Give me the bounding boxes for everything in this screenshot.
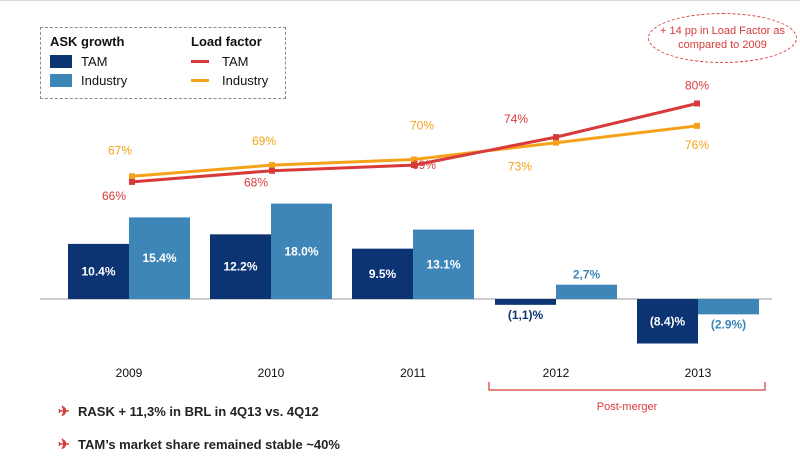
- legend-lf-industry: Industry: [222, 73, 269, 88]
- legend-swatch-tam-bar: [50, 55, 72, 68]
- bar-label-industry-2010: 18.0%: [284, 244, 318, 258]
- plane-icon: ✈: [58, 436, 70, 452]
- bullet-rask: ✈ RASK + 11,3% in BRL in 4Q13 vs. 4Q12: [58, 403, 319, 420]
- line-label-tam-2012: 74%: [504, 112, 528, 126]
- post-merger-label: Post-merger: [597, 401, 658, 413]
- legend-line-tam: [191, 60, 209, 63]
- point-tam-2011: [411, 162, 417, 169]
- point-industry-2012: [553, 139, 559, 146]
- callout-note: + 14 pp in Load Factor as compared to 20…: [648, 13, 797, 63]
- legend-ask-industry: Industry: [81, 73, 128, 88]
- bar-industry-2012: [556, 284, 617, 299]
- legend-swatch-industry-bar: [50, 74, 72, 87]
- x-tick-2010: 2010: [258, 366, 285, 380]
- point-tam-2009: [129, 178, 135, 185]
- bar-tam-2012: [495, 299, 556, 305]
- bar-label-tam-2012: (1,1)%: [508, 308, 544, 322]
- line-label-industry-2009: 67%: [108, 143, 132, 157]
- point-industry-2013: [694, 122, 700, 129]
- bullet-rask-text: RASK + 11,3% in BRL in 4Q13 vs. 4Q12: [78, 404, 319, 419]
- bar-industry-2009: [129, 217, 190, 299]
- bar-label-tam-2009: 10.4%: [81, 264, 115, 278]
- bullet-market-share: ✈ TAM’s market share remained stable ~40…: [58, 436, 340, 453]
- point-industry-2009: [129, 173, 135, 180]
- legend-ask-title: ASK growth: [50, 34, 125, 49]
- line-label-tam-2011: 69%: [412, 158, 436, 172]
- legend: ASK growth TAM Industry Load factor TAM …: [40, 27, 286, 99]
- legend-lf-tam: TAM: [222, 54, 249, 69]
- x-tick-2011: 2011: [400, 366, 426, 380]
- line-label-tam-2013: 80%: [685, 79, 709, 93]
- point-tam-2010: [269, 167, 275, 174]
- bar-label-industry-2013: (2.9%): [711, 317, 746, 331]
- bar-tam-2011: [352, 248, 413, 299]
- line-label-tam-2009: 66%: [102, 189, 126, 203]
- top-divider: [0, 0, 800, 1]
- bar-label-industry-2009: 15.4%: [142, 251, 176, 265]
- post-merger-bracket: [488, 382, 766, 391]
- bar-label-tam-2013: (8.4)%: [650, 314, 686, 328]
- bar-tam-2009: [68, 243, 129, 299]
- legend-ask-tam: TAM: [81, 54, 108, 69]
- plane-icon: ✈: [58, 403, 70, 419]
- bar-label-tam-2011: 9.5%: [369, 267, 397, 281]
- x-tick-2012: 2012: [543, 366, 570, 380]
- bar-label-industry-2011: 13.1%: [426, 257, 460, 271]
- point-tam-2012: [553, 134, 559, 141]
- bar-tam-2013: [637, 299, 698, 344]
- bar-label-industry-2012: 2,7%: [573, 268, 601, 282]
- legend-line-industry: [191, 79, 209, 82]
- bar-industry-2010: [271, 203, 332, 299]
- line-label-industry-2012: 73%: [508, 160, 532, 174]
- bar-label-tam-2010: 12.2%: [223, 260, 257, 274]
- point-industry-2011: [411, 156, 417, 163]
- bar-industry-2011: [413, 229, 474, 299]
- line-label-tam-2010: 68%: [244, 176, 268, 190]
- bullet-market-share-text: TAM’s market share remained stable ~40%: [78, 437, 340, 452]
- x-tick-2009: 2009: [116, 366, 143, 380]
- point-industry-2010: [269, 162, 275, 169]
- bar-industry-2013: [698, 299, 759, 315]
- line-label-industry-2010: 69%: [252, 134, 276, 148]
- line-label-industry-2013: 76%: [685, 138, 709, 152]
- x-tick-2013: 2013: [685, 366, 712, 380]
- line-label-industry-2011: 70%: [410, 119, 434, 133]
- bar-tam-2010: [210, 234, 271, 299]
- point-tam-2013: [694, 100, 700, 107]
- legend-lf-title: Load factor: [191, 34, 262, 49]
